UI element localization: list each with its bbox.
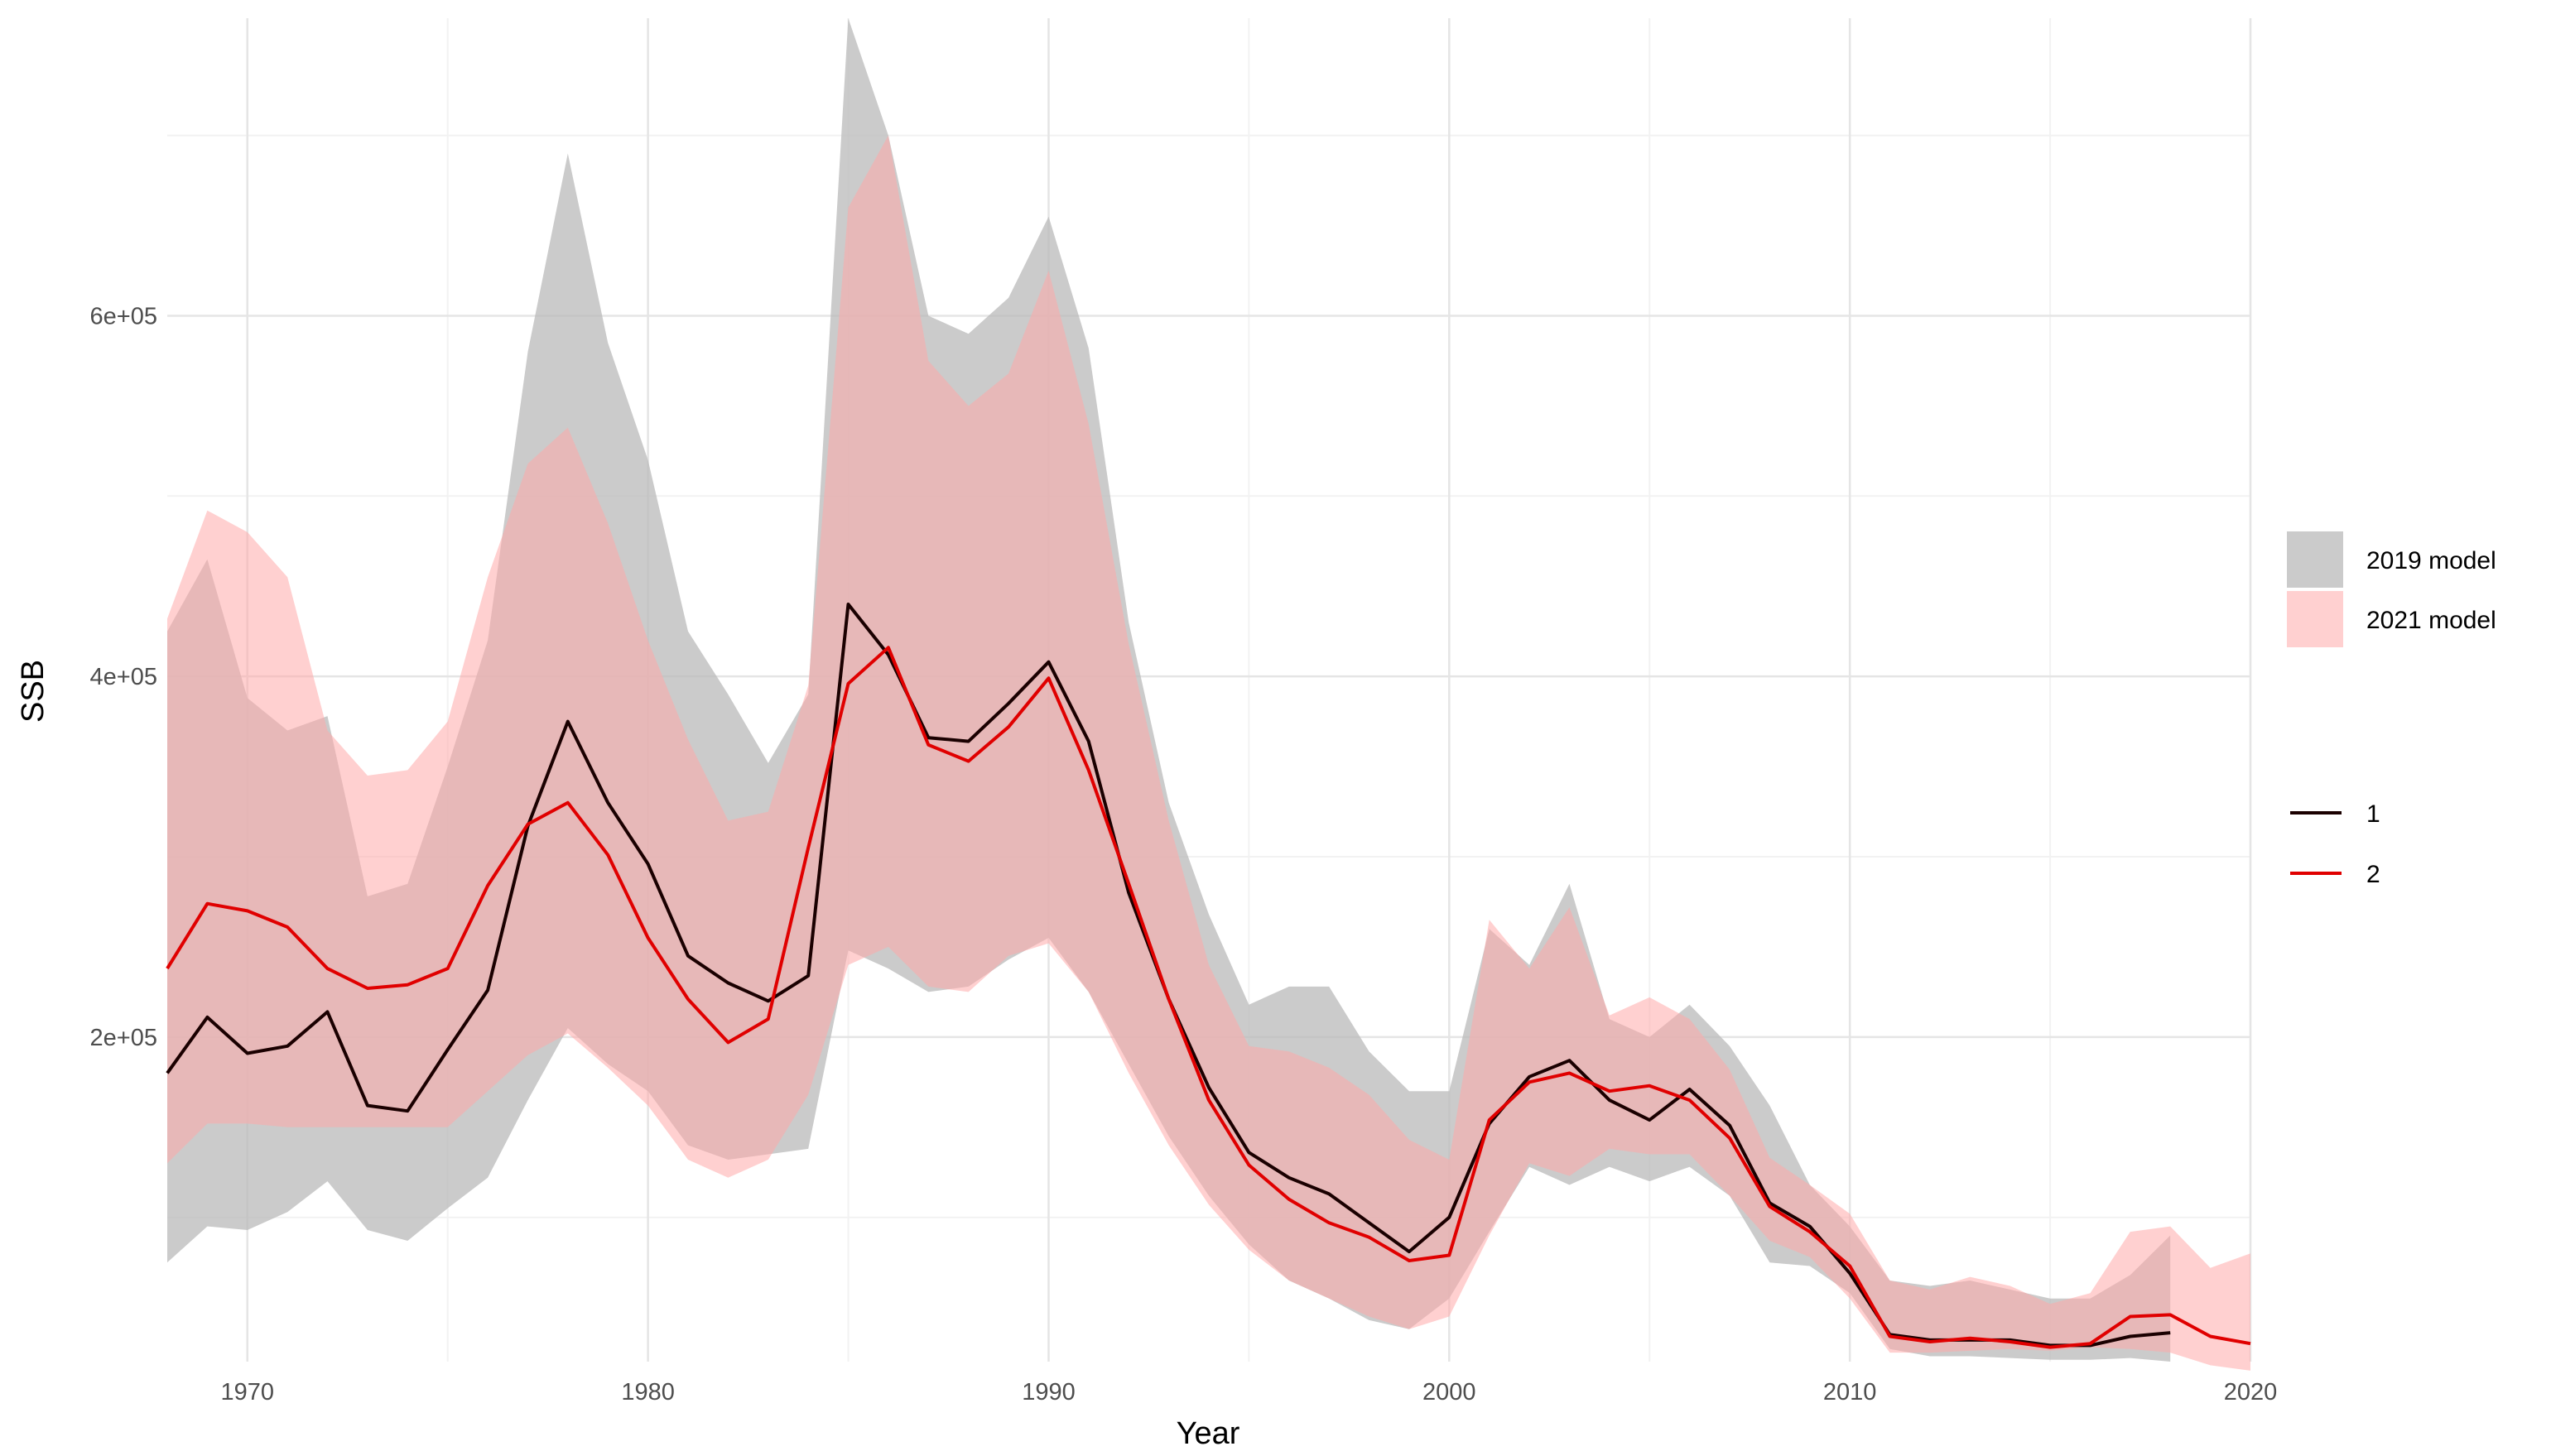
legend-label: 1 <box>2366 800 2380 828</box>
legend-label: 2019 model <box>2366 547 2496 574</box>
x-tick-label: 1990 <box>1022 1379 1076 1406</box>
y-axis-ticks: 2e+05 4e+05 6e+05 <box>90 303 157 1050</box>
legend-key-2021-model <box>2287 591 2343 647</box>
x-axis-ticks: 1970 1980 1990 2000 2010 2020 <box>221 1379 2278 1406</box>
series-line-2 <box>166 646 2251 1349</box>
legend-key-2019-model <box>2287 531 2343 588</box>
legend-lines: 12 <box>2290 800 2380 888</box>
y-axis-title: SSB <box>16 660 51 723</box>
x-tick-label: 1980 <box>621 1379 675 1406</box>
x-tick-label: 1970 <box>221 1379 275 1406</box>
x-tick-label: 2020 <box>2224 1379 2278 1406</box>
x-tick-label: 2010 <box>1823 1379 1877 1406</box>
y-tick-label: 4e+05 <box>90 664 157 690</box>
y-tick-label: 2e+05 <box>90 1025 157 1051</box>
y-tick-label: 6e+05 <box>90 303 157 329</box>
legend-ribbons: 2019 model 2021 model <box>2287 531 2496 647</box>
series-lines <box>166 603 2251 1349</box>
x-axis-title: Year <box>1177 1416 1240 1451</box>
x-tick-label: 2000 <box>1422 1379 1476 1406</box>
legend-label: 2 <box>2366 861 2380 888</box>
confidence-ribbons <box>167 18 2250 1371</box>
ribbon-2021-model <box>167 135 2250 1371</box>
legend-label: 2021 model <box>2366 607 2496 634</box>
